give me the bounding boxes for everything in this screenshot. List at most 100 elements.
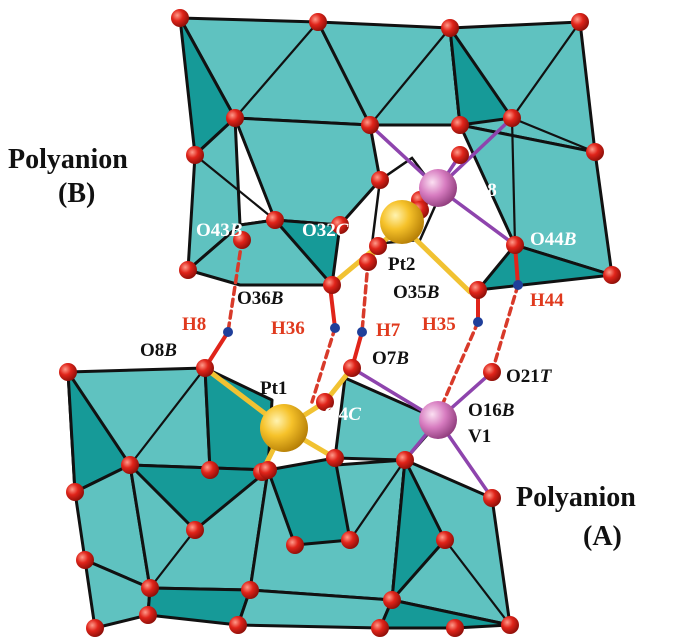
oxygen-atom — [171, 9, 189, 27]
polyhedron-edge — [369, 27, 451, 126]
oxygen-atom — [326, 449, 344, 467]
label-v1: V1 — [468, 426, 491, 447]
oxygen-atom — [76, 551, 94, 569]
oxygen-atoms — [59, 9, 621, 637]
oxygen-atom — [503, 109, 521, 127]
oxygen-atom — [86, 619, 104, 637]
label-o43b: O43B — [196, 220, 242, 241]
vanadium-atom-v18 — [419, 169, 457, 207]
oxygen-atom — [343, 359, 361, 377]
oxygen-atom — [369, 237, 387, 255]
label-h7: H7 — [376, 320, 401, 341]
oxygen-atom — [603, 266, 621, 284]
platinum-atom-pt1 — [260, 404, 308, 452]
oxygen-atom — [451, 146, 469, 164]
oxygen-atom — [501, 616, 519, 634]
title-polyanion-b: Polyanion — [8, 144, 128, 175]
oxygen-atom — [316, 393, 334, 411]
oxygen-atom — [286, 536, 304, 554]
oxygen-atom — [186, 521, 204, 539]
hydrogen-atom-h35 — [473, 317, 483, 327]
label-h35: H35 — [422, 314, 456, 335]
oxygen-atom — [371, 619, 389, 637]
hydrogen-bonds — [226, 238, 520, 412]
oxygen-atom — [383, 591, 401, 609]
polyhedron-edge — [511, 116, 596, 154]
label-o21t: O21T — [506, 366, 553, 387]
oxygen-atom — [483, 489, 501, 507]
label-o4c: O4C — [324, 404, 361, 425]
oxygen-atom — [451, 116, 469, 134]
platinum-atom-pt2 — [380, 200, 424, 244]
oxygen-atom — [436, 531, 454, 549]
oxygen-atom — [226, 109, 244, 127]
oxygen-atom — [201, 461, 219, 479]
oxygen-atom — [141, 579, 159, 597]
oxygen-atom — [586, 143, 604, 161]
hydrogen-bond — [226, 238, 244, 334]
label-o44b: O44B — [530, 229, 576, 250]
title-polyanion-b-letter: (B) — [58, 178, 95, 209]
oxygen-atom — [323, 276, 341, 294]
hydrogen-bond — [360, 260, 370, 334]
polyanion-a-framework — [66, 366, 512, 630]
oxygen-atom — [331, 216, 349, 234]
atom-labels: V18 O43B O32C O44B Pt2 O36B O35B H8 H36 … — [140, 180, 576, 447]
oxygen-atom — [259, 461, 277, 479]
oxygen-atom — [571, 13, 589, 31]
vanadium-atom-v1 — [419, 401, 457, 439]
oxygen-atom — [483, 363, 501, 381]
hydrogen-bond — [490, 283, 520, 374]
oxygen-atom — [121, 456, 139, 474]
oxygen-atom — [139, 606, 157, 624]
oxygen-atom — [441, 19, 459, 37]
label-h44: H44 — [530, 290, 564, 311]
oxygen-atom — [469, 281, 487, 299]
polyhedron-edge — [233, 117, 277, 221]
polyhedron — [390, 458, 447, 602]
oxygen-atom — [233, 231, 251, 249]
polyhedron — [128, 463, 270, 532]
oxygen-atom — [66, 483, 84, 501]
oxygen-atom — [341, 531, 359, 549]
hydrogen-atom-h36 — [330, 323, 340, 333]
hydrogen-atom-h44 — [513, 280, 523, 290]
oxygen-atom — [309, 13, 327, 31]
label-o36b: O36B — [237, 288, 283, 309]
polyanion-titles: Polyanion (B) Polyanion (A) — [8, 144, 636, 552]
label-o32c: O32C — [302, 220, 349, 241]
oxygen-atom — [179, 261, 197, 279]
label-h36: H36 — [271, 318, 305, 339]
polyhedron — [476, 243, 614, 292]
oxygen-atom — [446, 619, 464, 637]
hydrogen-atom-h7 — [357, 327, 367, 337]
oxygen-atom — [396, 451, 414, 469]
oxygen-atom — [59, 363, 77, 381]
polyhedron-edge — [510, 117, 517, 246]
title-polyanion-a-letter: (A) — [583, 521, 622, 552]
hydrogen-atom-h8 — [223, 327, 233, 337]
label-h8: H8 — [182, 314, 206, 335]
polyhedron — [448, 26, 514, 127]
label-pt1: Pt1 — [260, 378, 287, 399]
oxygen-atom — [196, 359, 214, 377]
polyhedron-edge — [511, 21, 581, 119]
oxygen-atom — [359, 253, 377, 271]
hydrogen-bond — [438, 320, 480, 412]
label-o7b: O7B — [372, 348, 409, 369]
label-v18: V18 — [464, 180, 497, 201]
polyhedron — [186, 218, 334, 287]
label-o35b: O35B — [393, 282, 439, 303]
label-pt2: Pt2 — [388, 254, 415, 275]
label-o8b: O8B — [140, 340, 177, 361]
oxygen-atom — [186, 146, 204, 164]
hydrogen-bond — [310, 326, 337, 404]
oxygen-atom — [371, 171, 389, 189]
polyhedron-edge — [444, 539, 511, 626]
label-o16b: O16B — [468, 400, 514, 421]
oxygen-atom — [361, 116, 379, 134]
polyhedron-edge — [349, 459, 406, 541]
oxygen-atom — [506, 236, 524, 254]
